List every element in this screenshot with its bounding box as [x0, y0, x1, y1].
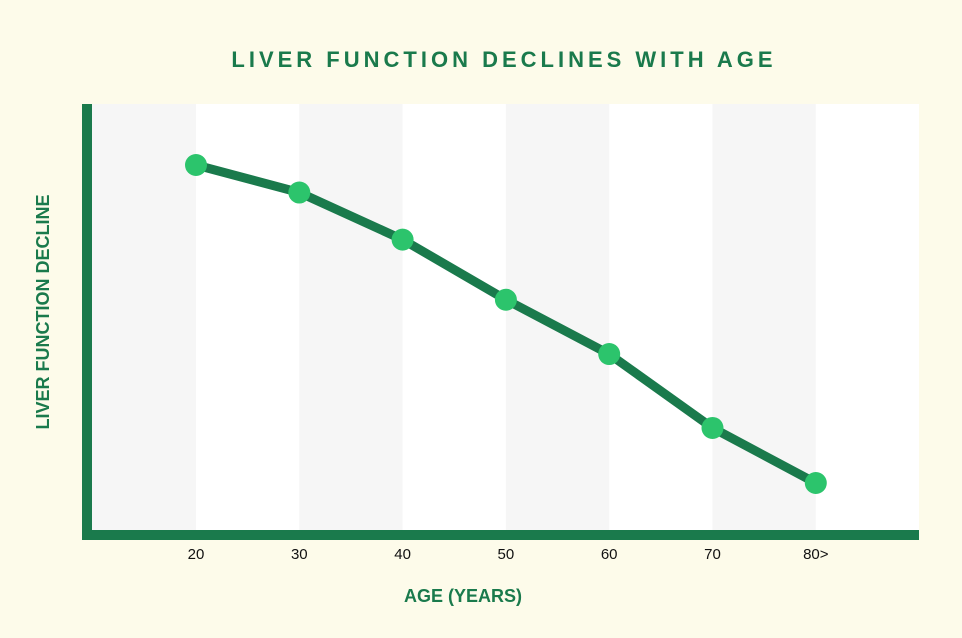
x-tick-labels: 20 30 40 50 60 70 80>	[188, 546, 829, 563]
chart-title: LIVER FUNCTION DECLINES WITH AGE	[231, 47, 776, 72]
background-bands	[92, 104, 919, 534]
x-tick-label: 40	[394, 546, 411, 563]
band-shaded	[92, 104, 196, 534]
x-tick-label: 60	[601, 546, 618, 563]
data-point-80	[804, 472, 827, 494]
x-axis-line	[82, 530, 919, 540]
x-tick-label: 80>	[803, 546, 829, 563]
axes	[82, 104, 919, 540]
x-tick-label: 30	[291, 546, 308, 563]
band-shaded	[505, 104, 610, 534]
x-axis-title: AGE (YEARS)	[404, 586, 522, 606]
data-point-40	[391, 228, 414, 251]
data-point-70	[701, 416, 724, 439]
band-shaded	[712, 104, 816, 534]
data-point-50	[494, 288, 517, 311]
series-group	[185, 154, 827, 494]
data-point-30	[288, 181, 311, 204]
x-tick-label: 70	[704, 546, 721, 563]
y-axis-line	[82, 104, 92, 540]
data-point-60	[598, 343, 621, 366]
data-point-20	[185, 154, 207, 176]
band-shaded	[299, 104, 403, 534]
y-axis-title: LIVER FUNCTION DECLINE	[33, 194, 53, 429]
x-tick-label: 20	[188, 546, 205, 563]
x-tick-label: 50	[498, 546, 515, 563]
